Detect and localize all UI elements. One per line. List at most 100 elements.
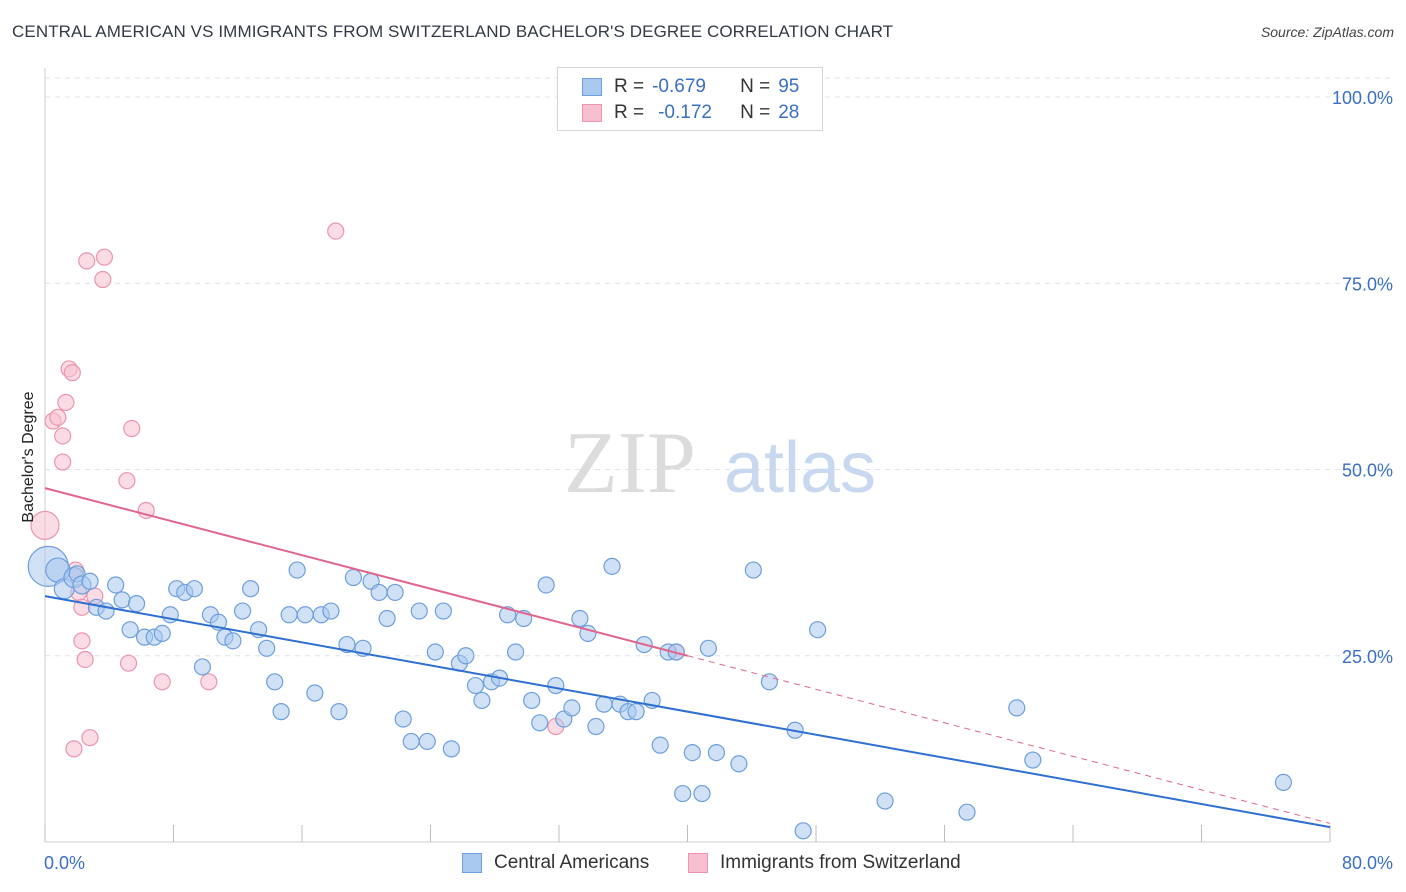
data-point [322, 602, 340, 620]
data-point [587, 717, 605, 736]
data-point [81, 729, 99, 747]
data-point [537, 576, 555, 594]
data-point [426, 643, 444, 661]
legend-row-central-americans: R = -0.679 N = 95 [582, 75, 799, 99]
watermark-zip: ZIP [564, 415, 696, 512]
data-point [113, 591, 131, 609]
data-point [94, 270, 112, 289]
data-point [54, 427, 72, 445]
data-point [76, 650, 94, 669]
tick-labels: 25.0% 50.0% 75.0% 100.0% 0.0% 80.0% [44, 88, 1393, 873]
data-point [674, 784, 692, 803]
data-point [531, 714, 549, 732]
data-point [95, 248, 114, 266]
series-central-americans-points [27, 545, 1293, 840]
legend-item-central-americans: Central Americans [462, 852, 649, 874]
data-point [338, 635, 356, 654]
data-point [185, 580, 203, 598]
legend-swatch-blue [582, 78, 602, 96]
x-tick-label: 0.0% [44, 853, 85, 873]
legend-r-value: -0.679 [652, 76, 706, 97]
data-point [123, 419, 141, 438]
axes [44, 68, 1331, 843]
data-point [707, 743, 726, 762]
data-point [442, 740, 460, 758]
data-point [306, 684, 324, 702]
y-axis-label: Bachelor's Degree [20, 391, 37, 522]
data-point [30, 510, 60, 540]
data-point [233, 602, 252, 620]
legend-label: Central Americans [494, 852, 650, 873]
data-point [699, 639, 717, 657]
trend-line-switzerland [44, 487, 688, 657]
data-point [65, 740, 83, 758]
source-label: Source: ZipAtlas.com [1260, 24, 1394, 40]
data-point [507, 643, 525, 661]
legend-n-label: N = [740, 102, 771, 123]
data-point [266, 673, 284, 691]
data-point [330, 703, 348, 721]
data-point [224, 632, 242, 650]
data-point [547, 676, 565, 695]
data-point [571, 609, 589, 628]
data-point [280, 606, 298, 624]
data-point [693, 784, 711, 803]
stats-legend: R = -0.679 N = 95 R = -0.172 N = 28 [557, 67, 823, 131]
data-point [523, 691, 541, 710]
data-point [258, 639, 276, 657]
data-point [78, 252, 96, 270]
legend-r-label: R = [614, 76, 645, 97]
data-point [730, 755, 748, 773]
data-point [288, 561, 306, 579]
watermark-atlas: atlas [724, 428, 876, 508]
legend-n-value: 95 [778, 76, 800, 97]
trend-lines [44, 487, 1331, 829]
data-point [744, 561, 762, 579]
legend-row-switzerland: R = -0.172 N = 28 [582, 101, 799, 125]
data-point [958, 803, 976, 821]
legend-label: Immigrants from Switzerland [720, 852, 961, 873]
data-point [370, 583, 388, 602]
data-point [809, 621, 827, 639]
data-point [603, 557, 621, 575]
data-point [118, 472, 136, 490]
data-point [57, 393, 75, 412]
data-point [410, 602, 428, 620]
data-point [327, 222, 345, 240]
data-point [49, 408, 67, 426]
data-point [402, 732, 420, 751]
data-point [153, 624, 171, 643]
x-tick-label: 80.0% [1342, 853, 1393, 873]
data-point [63, 364, 81, 382]
data-point [394, 710, 412, 728]
legend-swatch-pink [688, 853, 708, 873]
data-point [54, 453, 72, 471]
legend-n-value: 28 [778, 102, 800, 123]
data-point [627, 703, 645, 721]
y-tick-label: 75.0% [1342, 274, 1393, 294]
data-point [386, 583, 404, 602]
data-point [1024, 751, 1042, 769]
data-point [121, 621, 139, 639]
y-tick-label: 25.0% [1342, 647, 1393, 667]
legend-r-label: R = [614, 102, 645, 123]
data-point [794, 822, 812, 840]
data-point [119, 654, 138, 672]
data-point [296, 606, 314, 624]
data-point [1274, 773, 1293, 792]
data-point [81, 572, 99, 590]
data-point [466, 676, 485, 695]
data-point [242, 580, 260, 598]
data-point [457, 647, 475, 665]
data-point [651, 736, 669, 754]
data-point [760, 673, 779, 691]
data-point [193, 658, 212, 676]
grid-lines [45, 77, 1392, 657]
data-point [473, 691, 491, 710]
data-point [127, 594, 146, 613]
y-tick-label: 100.0% [1332, 88, 1393, 108]
data-point [378, 609, 396, 628]
y-tick-label: 50.0% [1342, 461, 1393, 481]
data-point [200, 673, 218, 691]
